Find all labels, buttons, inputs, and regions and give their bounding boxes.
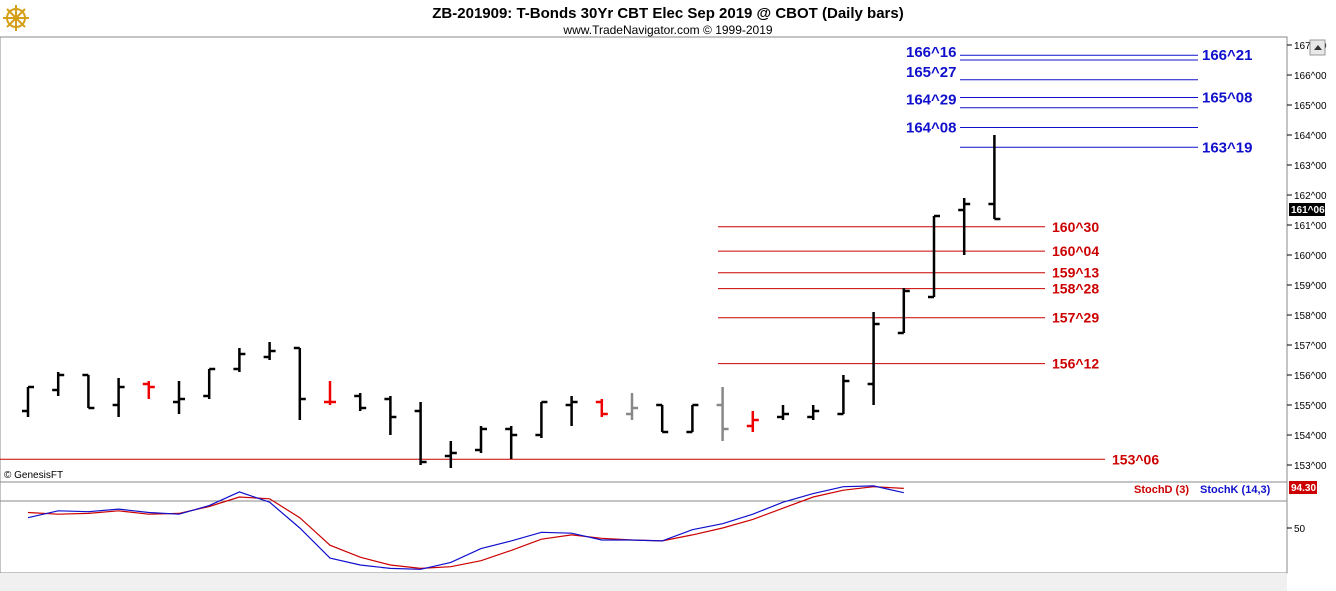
ohlc-bar	[595, 399, 608, 417]
y-tick-label: 163^00	[1294, 161, 1327, 172]
price-panel	[0, 36, 1288, 483]
level-label: 160^04	[1052, 243, 1099, 259]
level-label: 160^30	[1052, 219, 1099, 235]
level-label: 164^29	[906, 92, 956, 109]
y-tick-label: 160^00	[1294, 251, 1327, 262]
ohlc-bar	[203, 367, 216, 399]
ohlc-bar	[867, 312, 880, 405]
last-price-label: 161^06	[1291, 205, 1325, 216]
ohlc-bar	[233, 348, 246, 372]
ohlc-bar	[626, 393, 638, 420]
y-tick-label: 158^00	[1294, 311, 1327, 322]
copyright-label: © GenesisFT	[4, 470, 63, 481]
level-label: 158^28	[1052, 281, 1099, 297]
ohlc-bar	[928, 214, 940, 299]
ohlc-bar	[958, 198, 971, 255]
y-tick-label: 156^00	[1294, 371, 1327, 382]
y-tick-label: 166^00	[1294, 71, 1327, 82]
y-tick-label: 162^00	[1294, 191, 1327, 202]
ohlc-bar	[414, 402, 427, 465]
stochk-line	[27, 485, 904, 570]
level-label: 165^08	[1202, 90, 1252, 107]
price-axis: 153^00 154^00 155^00 156^00 157^00 158^00 159^…	[1287, 41, 1327, 472]
stoch-tick-label: 50	[1294, 524, 1306, 535]
ohlc-bar	[142, 381, 155, 399]
y-tick-label: 164^00	[1294, 131, 1327, 142]
level-label: 164^08	[906, 120, 956, 137]
stochastic-lines: 50	[27, 485, 1306, 570]
ohlc-bar	[384, 396, 397, 435]
ohlc-bar	[444, 441, 457, 468]
scroll-arrow-icon[interactable]	[1309, 39, 1326, 56]
y-tick-label: 153^00	[1294, 461, 1327, 472]
level-label: 165^27	[906, 64, 956, 81]
ohlc-bar	[988, 135, 1001, 221]
y-tick-label: 154^00	[1294, 431, 1327, 442]
ohlc-bar	[565, 396, 578, 426]
ohlc-bar	[897, 288, 910, 335]
level-label: 166^16	[906, 44, 956, 61]
price-bars	[22, 135, 1001, 468]
level-label: 153^06	[1112, 451, 1159, 467]
ohlc-bar	[263, 342, 276, 360]
level-label: 156^12	[1052, 356, 1099, 372]
ohlc-bar	[22, 385, 34, 417]
legend-stochk: StochK (14,3)	[1200, 484, 1271, 496]
y-tick-label: 159^00	[1294, 281, 1327, 292]
ohlc-bar	[475, 426, 487, 453]
ohlc-bar	[505, 426, 518, 459]
level-label: 159^13	[1052, 265, 1099, 281]
level-lines: 166^21 166^16 165^27 165^08 164^29 164^08 163^…	[0, 44, 1252, 467]
ohlc-bar	[777, 405, 789, 420]
ohlc-bar	[656, 403, 669, 434]
last-price-box	[1289, 203, 1325, 216]
level-label: 163^19	[1202, 139, 1252, 156]
level-label: 166^21	[1202, 47, 1252, 64]
ohlc-bar	[535, 400, 548, 438]
ohlc-bar	[112, 378, 125, 417]
level-label: 157^29	[1052, 310, 1099, 326]
ohlc-bar	[82, 373, 95, 410]
ohlc-bar	[686, 403, 699, 434]
legend-stochd: StochD (3)	[1134, 484, 1189, 496]
ohlc-bar	[173, 381, 185, 414]
chart-subtitle: www.TradeNavigator.com © 1999-2019	[562, 23, 772, 37]
chart-title: ZB-201909: T-Bonds 30Yr CBT Elec Sep 201…	[432, 5, 903, 22]
ohlc-bar	[837, 375, 850, 416]
ohlc-bar	[324, 381, 336, 405]
ship-wheel-logo-icon	[3, 5, 29, 31]
stoch-last-value-box	[1289, 481, 1317, 494]
y-tick-label: 165^00	[1294, 101, 1327, 112]
ohlc-bar	[746, 411, 759, 432]
y-tick-label: 155^00	[1294, 401, 1327, 412]
y-tick-label: 161^00	[1294, 221, 1327, 232]
ohlc-bar	[354, 393, 367, 411]
stochastic-panel	[0, 481, 1288, 574]
scrollbar[interactable]	[0, 573, 1287, 591]
ohlc-bar	[807, 405, 820, 420]
y-tick-label: 157^00	[1294, 341, 1327, 352]
stoch-last-value-label: 94.30	[1291, 483, 1316, 494]
ohlc-bar	[716, 387, 729, 441]
ohlc-bar	[293, 346, 306, 420]
ohlc-bar	[52, 372, 65, 396]
